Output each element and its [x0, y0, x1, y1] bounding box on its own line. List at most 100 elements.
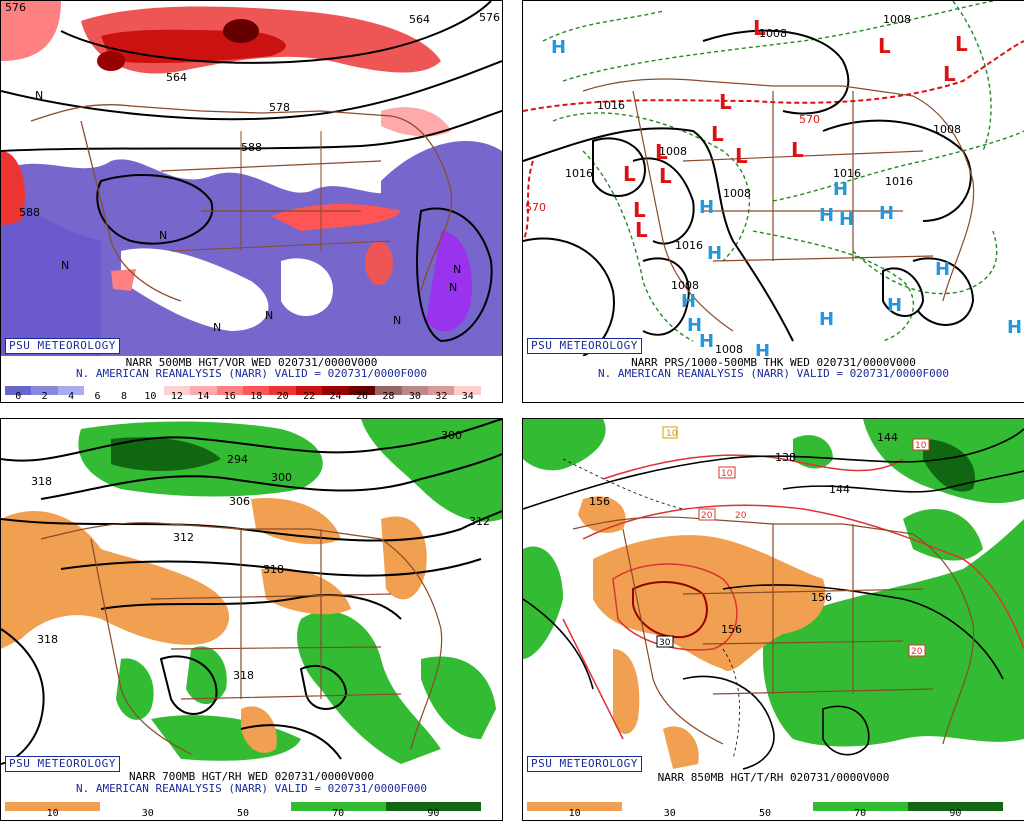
colorbar-swatch	[57, 386, 85, 395]
colorbar-swatch	[348, 386, 376, 395]
isobar-label: 1008	[933, 123, 961, 136]
caption-line1: NARR 850MB HGT/T/RH 020731/0000V000	[657, 771, 890, 784]
colorbar-swatch	[322, 386, 349, 395]
colorbar	[527, 796, 1003, 811]
contour-label: 578	[269, 101, 290, 114]
colorbar-swatch	[269, 386, 296, 395]
colorbar-swatch	[295, 386, 323, 395]
colorbar-swatch	[401, 386, 428, 395]
low-pressure-marker: L	[878, 34, 891, 58]
high-pressure-marker: H	[699, 331, 714, 352]
contour-label: 318	[31, 475, 52, 488]
colorbar-swatch	[100, 802, 196, 811]
caption-line2: N. AMERICAN REANALYSIS (NARR) VALID = 02…	[76, 782, 427, 795]
colorbar-tick-label: 34	[461, 391, 474, 402]
temperature-label: 10	[666, 429, 678, 439]
contour-label: 576	[479, 11, 500, 24]
contour-label: 144	[877, 431, 898, 444]
contour-label: 318	[37, 633, 58, 646]
colorbar-tick-label: 6	[94, 391, 101, 402]
contour-label: 144	[829, 483, 850, 496]
contour-label: 318	[233, 669, 254, 682]
colorbar-ticks: 10 30 50 70 90	[5, 808, 481, 820]
high-pressure-marker: H	[707, 243, 722, 264]
colorbar-swatch	[163, 386, 191, 395]
colorbar-swatch	[385, 802, 481, 811]
contour-label: 300	[441, 429, 462, 442]
colorbar-swatch	[190, 386, 217, 395]
colorbar-tick-label: 4	[68, 391, 75, 402]
high-pressure-marker: H	[819, 309, 834, 330]
caption-line2: N. AMERICAN REANALYSIS (NARR) VALID = 02…	[76, 367, 427, 380]
low-pressure-marker: L	[711, 122, 724, 146]
panel-500mb: 576 564 564 578 588 588 576 N N N N N N …	[0, 0, 503, 403]
colorbar-tick-label: 30	[408, 391, 421, 402]
colorbar-tick-label: 32	[435, 391, 448, 402]
colorbar-tick-label: 28	[382, 391, 395, 402]
contour-label: 312	[173, 531, 194, 544]
isobar-label: 1008	[759, 27, 787, 40]
vort-min-label: N	[393, 314, 401, 327]
temperature-label: 10	[915, 441, 927, 451]
isobar-label: 1016	[885, 175, 913, 188]
contour-label: 156	[721, 623, 742, 636]
contour-label: 564	[166, 71, 187, 84]
high-pressure-marker: H	[681, 291, 696, 312]
high-pressure-marker: H	[1007, 317, 1022, 338]
colorbar-swatch	[527, 802, 623, 811]
colorbar-swatch	[5, 386, 32, 395]
panel-850mb: 156 138 144 144 156 156 20 10 10 30 20 1…	[522, 418, 1024, 821]
high-pressure-marker: H	[887, 295, 902, 316]
colorbar-tick-label: 70	[854, 808, 867, 819]
isobar-label: 1016	[597, 99, 625, 112]
psu-logo: PSU METEOROLOGY	[5, 338, 120, 354]
colorbar-ticks: 10 30 50 70 90	[527, 808, 1003, 820]
contour-label: 564	[409, 13, 430, 26]
high-pressure-marker: H	[839, 209, 854, 230]
colorbar-tick-label: 50	[758, 808, 772, 819]
colorbar-tick-label: 26	[355, 391, 369, 402]
map-500mb: 576 564 564 578 588 588 576 N N N N N N …	[1, 1, 502, 356]
vort-min-label: N	[265, 309, 273, 322]
temperature-label: 20	[735, 511, 747, 521]
low-pressure-marker: L	[659, 164, 672, 188]
colorbar-tick-label: 90	[427, 808, 440, 819]
psu-logo: PSU METEOROLOGY	[527, 338, 642, 354]
colorbar-swatch	[454, 386, 481, 395]
colorbar-swatch	[110, 386, 138, 395]
low-pressure-marker: L	[943, 62, 956, 86]
colorbar-tick-label: 18	[250, 391, 263, 402]
colorbar-tick-label: 16	[223, 391, 236, 402]
psu-logo: PSU METEOROLOGY	[5, 756, 120, 772]
colorbar-tick-label: 0	[15, 391, 22, 402]
colorbar-tick-label: 8	[120, 391, 128, 402]
colorbar-tick-label: 10	[568, 808, 581, 819]
colorbar-swatch	[290, 802, 386, 811]
colorbar-tick-label: 22	[303, 391, 316, 402]
high-pressure-marker: H	[833, 179, 848, 200]
colorbar-tick-label: 12	[170, 391, 183, 402]
vort-min-label: N	[35, 89, 43, 102]
panel-700mb: 318 294 300 306 312 318 318 318 312 300 …	[0, 418, 503, 821]
contour-label: 318	[263, 563, 284, 576]
contour-label: 294	[227, 453, 248, 466]
colorbar-tick-label: 30	[663, 808, 676, 819]
isobar-label: 1008	[715, 343, 743, 356]
low-pressure-marker: L	[955, 32, 968, 56]
colorbar-tick-label: 10	[46, 808, 59, 819]
colorbar-tick-label: 70	[332, 808, 345, 819]
low-pressure-marker: L	[655, 140, 668, 164]
colorbar-swatch	[375, 386, 402, 395]
high-pressure-marker: H	[699, 197, 714, 218]
psu-logo: PSU METEOROLOGY	[527, 756, 642, 772]
colorbar-swatch	[5, 802, 101, 811]
contour-label: 156	[589, 495, 610, 508]
high-pressure-marker: H	[879, 203, 894, 224]
temperature-label: 30	[659, 638, 671, 648]
map-850mb: 156 138 144 144 156 156 20 10 10 30 20 1…	[523, 419, 1024, 774]
contour-label: 312	[469, 515, 490, 528]
vort-min-label: N	[449, 281, 457, 294]
isobar-label: 1008	[671, 279, 699, 292]
vort-min-label: N	[61, 259, 69, 272]
low-pressure-marker: L	[735, 144, 748, 168]
